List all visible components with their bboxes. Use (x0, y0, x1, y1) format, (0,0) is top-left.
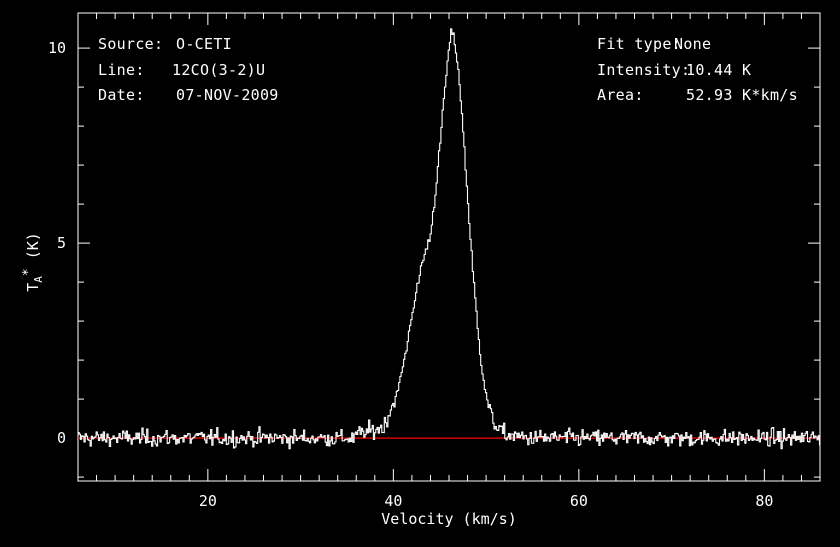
plot-frame (77, 12, 821, 482)
date-value: 07-NOV-2009 (176, 86, 279, 104)
source-label: Source: (98, 35, 164, 53)
spectrum-series-line (78, 28, 821, 450)
x-tick-label: 60 (570, 492, 588, 510)
line-label: Line: (98, 61, 145, 79)
svg-text:TA* (K): TA* (K) (21, 232, 45, 292)
fit-type-value: None (674, 35, 712, 53)
x-tick-label: 20 (199, 492, 217, 510)
y-tick-label: 10 (48, 39, 66, 57)
x-axis-label: Velocity (km/s) (381, 510, 516, 528)
date-label: Date: (98, 86, 145, 104)
y-axis-label: TA* (K) (21, 232, 45, 292)
area-value: 52.93 K*km/s (686, 86, 798, 104)
line-value: 12CO(3-2)U (172, 61, 266, 79)
tick-labels: 20 40 60 80 0 5 10 (48, 39, 773, 510)
intensity-label: Intensity: (597, 61, 691, 79)
x-tick-label: 40 (384, 492, 402, 510)
fit-type-label: Fit type: (597, 35, 681, 53)
intensity-value: 10.44 K (686, 61, 752, 79)
y-tick-label: 5 (57, 234, 66, 252)
y-tick-label: 0 (57, 429, 66, 447)
area-label: Area: (597, 86, 644, 104)
axis-ticks (77, 13, 821, 481)
x-tick-label: 80 (755, 492, 773, 510)
source-value: O-CETI (176, 35, 232, 53)
